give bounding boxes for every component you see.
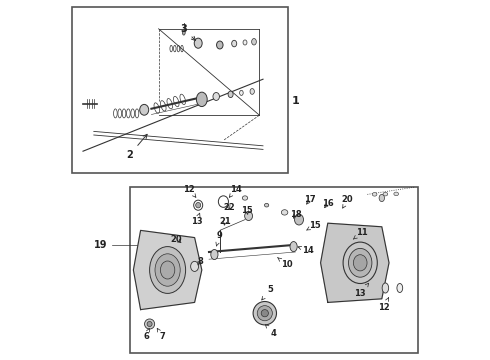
Text: 11: 11 — [353, 228, 368, 239]
Text: 8: 8 — [197, 256, 203, 266]
Text: 5: 5 — [262, 285, 273, 300]
Text: 4: 4 — [266, 325, 277, 338]
Text: 3: 3 — [180, 24, 196, 40]
Text: 20: 20 — [342, 195, 353, 208]
Ellipse shape — [245, 212, 252, 220]
Text: 19: 19 — [94, 240, 108, 250]
Ellipse shape — [281, 210, 288, 215]
Ellipse shape — [140, 104, 148, 115]
Text: 13: 13 — [191, 213, 202, 226]
Ellipse shape — [343, 242, 377, 284]
Text: 20: 20 — [171, 235, 182, 244]
Bar — [130, 187, 418, 353]
Text: 15: 15 — [307, 220, 321, 230]
Text: 16: 16 — [322, 199, 334, 208]
Ellipse shape — [213, 93, 220, 100]
Text: 22: 22 — [223, 202, 235, 212]
Ellipse shape — [294, 214, 303, 225]
Ellipse shape — [194, 38, 202, 48]
Ellipse shape — [242, 196, 248, 200]
Text: 9: 9 — [216, 231, 222, 246]
Ellipse shape — [382, 283, 389, 293]
Text: 6: 6 — [143, 328, 149, 341]
Ellipse shape — [217, 41, 223, 49]
Ellipse shape — [228, 91, 233, 98]
Ellipse shape — [252, 39, 256, 45]
Ellipse shape — [250, 89, 254, 94]
Text: 17: 17 — [304, 195, 316, 204]
Ellipse shape — [257, 306, 272, 321]
Ellipse shape — [290, 242, 297, 252]
Ellipse shape — [383, 192, 388, 196]
Text: 13: 13 — [354, 283, 368, 298]
Ellipse shape — [240, 90, 243, 95]
Polygon shape — [133, 230, 202, 310]
Ellipse shape — [265, 203, 269, 207]
Ellipse shape — [145, 319, 155, 329]
Ellipse shape — [196, 202, 201, 208]
Text: 18: 18 — [290, 210, 301, 219]
Text: 14: 14 — [229, 185, 242, 197]
Ellipse shape — [348, 248, 372, 277]
Ellipse shape — [243, 40, 247, 45]
Text: 7: 7 — [157, 328, 165, 341]
Ellipse shape — [253, 302, 276, 325]
Ellipse shape — [196, 92, 207, 107]
Ellipse shape — [232, 40, 237, 47]
Ellipse shape — [155, 254, 180, 286]
Text: 21: 21 — [220, 217, 231, 226]
Ellipse shape — [372, 193, 377, 196]
Ellipse shape — [211, 249, 218, 260]
Ellipse shape — [261, 310, 269, 317]
Text: 10: 10 — [278, 258, 292, 269]
Ellipse shape — [160, 261, 175, 279]
Ellipse shape — [379, 194, 385, 202]
Text: 14: 14 — [298, 246, 314, 255]
Text: 12: 12 — [183, 185, 196, 197]
Ellipse shape — [353, 255, 367, 271]
Ellipse shape — [149, 247, 186, 293]
Text: 1: 1 — [292, 96, 299, 106]
Ellipse shape — [191, 261, 198, 271]
Text: 2: 2 — [126, 134, 147, 160]
Ellipse shape — [394, 192, 398, 196]
Polygon shape — [320, 223, 389, 302]
Ellipse shape — [147, 321, 152, 327]
Text: 15: 15 — [241, 206, 253, 215]
Bar — [72, 7, 288, 173]
Text: 12: 12 — [378, 298, 390, 312]
Ellipse shape — [182, 30, 185, 35]
Ellipse shape — [397, 284, 403, 292]
